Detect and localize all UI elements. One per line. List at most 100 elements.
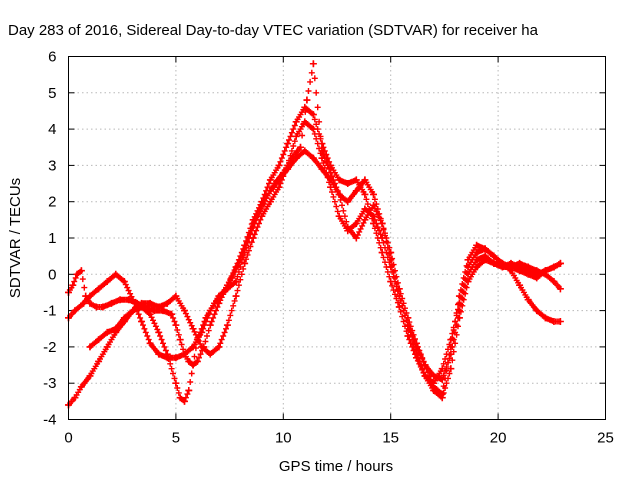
data-point	[163, 354, 171, 362]
data-point	[232, 278, 240, 286]
data-point	[185, 357, 193, 365]
data-point	[77, 267, 85, 275]
x-axis-ticks: 0 5 10 15 20 25	[64, 56, 614, 447]
data-point	[541, 314, 549, 322]
data-point	[215, 343, 223, 351]
data-point	[232, 292, 240, 300]
data-point	[344, 198, 352, 206]
data-point	[138, 299, 146, 307]
data-point	[69, 281, 77, 289]
data-point	[189, 343, 197, 351]
data-point	[556, 259, 564, 267]
data-point	[335, 176, 343, 184]
data-point	[266, 187, 274, 195]
data-point	[103, 278, 111, 286]
data-point	[198, 343, 206, 351]
data-point	[180, 307, 188, 315]
data-point	[464, 278, 472, 286]
data-point	[303, 96, 311, 104]
chart-title: Day 283 of 2016, Sidereal Day-to-day VTE…	[8, 22, 539, 39]
data-point	[464, 256, 472, 264]
data-point	[206, 321, 214, 329]
data-point	[556, 317, 564, 325]
data-point	[378, 234, 386, 242]
data-point	[172, 292, 180, 300]
data-point	[249, 234, 257, 242]
data-point	[120, 314, 128, 322]
data-point	[92, 303, 100, 311]
data-point	[507, 259, 515, 267]
data-point	[473, 263, 481, 271]
data-point	[301, 147, 309, 155]
data-point	[86, 372, 94, 380]
data-point	[490, 252, 498, 260]
series-2	[65, 60, 564, 409]
data-point	[215, 292, 223, 300]
data-point	[481, 256, 489, 264]
data-point	[193, 357, 201, 365]
data-point	[318, 154, 326, 162]
data-point	[138, 317, 146, 325]
data-point	[103, 343, 111, 351]
data-point	[395, 292, 403, 300]
data-point	[266, 176, 274, 184]
data-point	[176, 394, 184, 402]
data-point	[284, 140, 292, 148]
y-tick-label: -1	[43, 303, 56, 320]
data-point	[95, 336, 103, 344]
data-point	[129, 307, 137, 315]
data-point	[146, 339, 154, 347]
data-point	[447, 365, 455, 373]
series-trace	[65, 104, 562, 387]
data-point	[412, 350, 420, 358]
data-point	[155, 350, 163, 358]
x-tick-label: 15	[382, 430, 399, 447]
data-point	[223, 285, 231, 293]
data-point	[86, 292, 94, 300]
data-point	[516, 281, 524, 289]
data-point	[180, 397, 188, 405]
y-tick-label: 4	[48, 121, 56, 138]
data-point	[284, 161, 292, 169]
y-tick-label: 1	[48, 230, 56, 247]
y-tick-label: 6	[48, 49, 56, 66]
series-1	[65, 103, 564, 387]
data-point	[146, 310, 154, 318]
y-tick-label: 2	[48, 194, 56, 211]
data-point	[361, 190, 369, 198]
data-point	[120, 278, 128, 286]
data-point	[99, 303, 107, 311]
data-point	[176, 336, 184, 344]
data-point	[198, 328, 206, 336]
y-tick-label: -2	[43, 339, 56, 356]
data-point	[404, 321, 412, 329]
data-point	[185, 386, 193, 394]
data-point	[258, 212, 266, 220]
data-point	[77, 383, 85, 391]
data-point	[370, 190, 378, 198]
data-point	[189, 325, 197, 333]
data-point	[550, 317, 558, 325]
data-point	[421, 372, 429, 380]
data-point	[533, 270, 541, 278]
data-point	[550, 278, 558, 286]
x-tick-label: 20	[490, 430, 507, 447]
data-point	[163, 299, 171, 307]
data-point	[172, 354, 180, 362]
data-point	[292, 132, 300, 140]
data-point	[430, 372, 438, 380]
data-point	[498, 263, 506, 271]
data-point	[352, 234, 360, 242]
data-point	[73, 270, 81, 278]
data-point	[378, 219, 386, 227]
data-point	[86, 299, 94, 307]
data-point	[258, 201, 266, 209]
data-point	[490, 259, 498, 267]
data-series	[65, 60, 564, 409]
data-point	[189, 361, 197, 369]
data-point	[438, 394, 446, 402]
data-point	[223, 321, 231, 329]
y-tick-label: -4	[43, 412, 56, 429]
data-point	[361, 176, 369, 184]
